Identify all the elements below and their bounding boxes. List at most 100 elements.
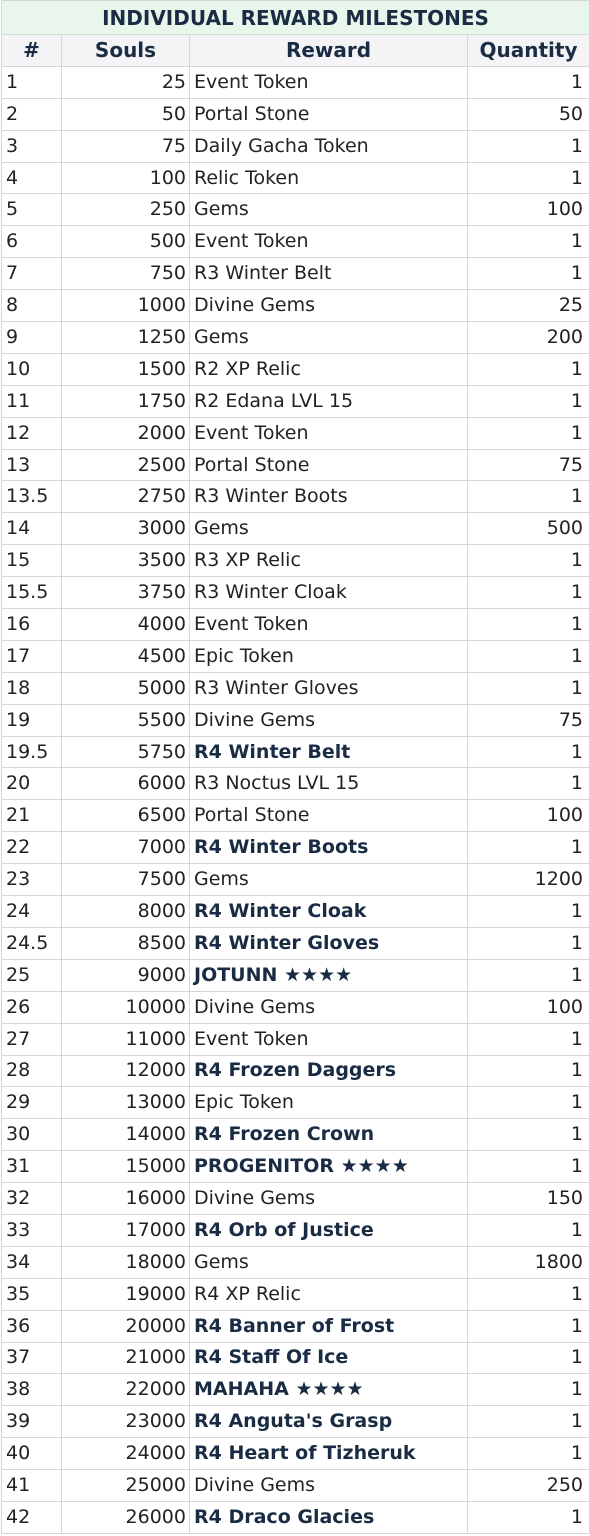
milestone-number: 3 bbox=[1, 129, 62, 163]
souls-value: 9000 bbox=[61, 958, 190, 992]
quantity-value: 1 bbox=[466, 735, 590, 769]
souls-value: 4500 bbox=[61, 639, 190, 673]
quantity-value: 1 bbox=[466, 639, 590, 673]
reward-name: Divine Gems bbox=[189, 990, 468, 1024]
reward-name: Divine Gems bbox=[189, 1469, 468, 1502]
souls-value: 250 bbox=[61, 193, 190, 227]
reward-name: R4 Winter Belt bbox=[189, 735, 468, 769]
column-header-quantity: Quantity bbox=[466, 34, 590, 67]
table-row: 18 5000 R3 Winter Gloves 1 bbox=[1, 671, 590, 705]
reward-name: R4 Winter Gloves bbox=[189, 926, 468, 960]
souls-value: 19000 bbox=[61, 1277, 190, 1311]
table-row: 15.5 3750 R3 Winter Cloak 1 bbox=[1, 576, 590, 610]
reward-name: Gems bbox=[189, 321, 468, 354]
quantity-value: 1 bbox=[466, 1150, 590, 1184]
table-body: 1 25 Event Token 1 2 50 Portal Stone 50 3 75 Daily… bbox=[1, 65, 590, 1534]
quantity-value: 100 bbox=[466, 193, 590, 227]
souls-value: 5500 bbox=[61, 703, 190, 737]
table-row: 13.5 2750 R3 Winter Boots 1 bbox=[1, 480, 590, 514]
reward-name: R4 Winter Boots bbox=[189, 831, 468, 865]
quantity-value: 1 bbox=[466, 384, 590, 418]
milestone-number: 19 bbox=[1, 703, 62, 737]
reward-name: Gems bbox=[189, 193, 468, 227]
table-row: 23 7500 Gems 1200 bbox=[1, 863, 590, 897]
quantity-value: 1 bbox=[466, 225, 590, 259]
table-row: 16 4000 Event Token 1 bbox=[1, 608, 590, 641]
table-row: 31 15000 PROGENITOR ★★★★ 1 bbox=[1, 1150, 590, 1184]
table-row: 37 21000 R4 Staff Of Ice 1 bbox=[1, 1341, 590, 1375]
milestone-number: 8 bbox=[1, 289, 62, 323]
milestone-number: 21 bbox=[1, 799, 62, 833]
souls-value: 3000 bbox=[61, 512, 190, 546]
milestone-number: 14 bbox=[1, 512, 62, 546]
quantity-value: 1 bbox=[466, 480, 590, 514]
reward-name: Event Token bbox=[189, 225, 468, 259]
reward-name: Epic Token bbox=[189, 639, 468, 673]
quantity-value: 50 bbox=[466, 97, 590, 131]
table-row: 6 500 Event Token 1 bbox=[1, 225, 590, 259]
table-row: 34 18000 Gems 1800 bbox=[1, 1245, 590, 1279]
quantity-value: 1 bbox=[466, 1213, 590, 1247]
reward-name: R4 Heart of Tizheruk bbox=[189, 1437, 468, 1471]
quantity-value: 1 bbox=[466, 1118, 590, 1152]
quantity-value: 1 bbox=[466, 767, 590, 801]
quantity-value: 1 bbox=[466, 129, 590, 163]
souls-value: 2500 bbox=[61, 448, 190, 482]
reward-name: R3 Winter Gloves bbox=[189, 671, 468, 705]
souls-value: 10000 bbox=[61, 990, 190, 1024]
quantity-value: 1 bbox=[466, 352, 590, 386]
table-title: INDIVIDUAL REWARD MILESTONES bbox=[0, 0, 590, 35]
quantity-value: 1 bbox=[466, 65, 590, 99]
quantity-value: 75 bbox=[466, 703, 590, 737]
quantity-value: 200 bbox=[466, 321, 590, 354]
milestone-number: 5 bbox=[1, 193, 62, 227]
reward-name: Portal Stone bbox=[189, 97, 468, 131]
quantity-value: 100 bbox=[466, 990, 590, 1024]
souls-value: 1500 bbox=[61, 352, 190, 386]
table-row: 35 19000 R4 XP Relic 1 bbox=[1, 1277, 590, 1311]
reward-name: JOTUNN ★★★★ bbox=[189, 958, 468, 992]
milestone-number: 26 bbox=[1, 990, 62, 1024]
milestone-number: 38 bbox=[1, 1373, 62, 1407]
souls-value: 12000 bbox=[61, 1054, 190, 1088]
souls-value: 25 bbox=[61, 65, 190, 99]
quantity-value: 250 bbox=[466, 1469, 590, 1502]
reward-name: R3 Winter Cloak bbox=[189, 576, 468, 610]
column-header-reward: Reward bbox=[189, 34, 468, 67]
table-row: 21 6500 Portal Stone 100 bbox=[1, 799, 590, 833]
quantity-value: 1 bbox=[466, 671, 590, 705]
milestone-number: 25 bbox=[1, 958, 62, 992]
quantity-value: 1 bbox=[466, 576, 590, 610]
souls-value: 16000 bbox=[61, 1182, 190, 1215]
milestone-number: 15 bbox=[1, 544, 62, 578]
souls-value: 7000 bbox=[61, 831, 190, 865]
souls-value: 1000 bbox=[61, 289, 190, 323]
table-row: 1 25 Event Token 1 bbox=[1, 65, 590, 99]
quantity-value: 1 bbox=[466, 1500, 590, 1534]
milestone-number: 10 bbox=[1, 352, 62, 386]
milestone-number: 9 bbox=[1, 321, 62, 354]
reward-name: R3 Noctus LVL 15 bbox=[189, 767, 468, 801]
souls-value: 11000 bbox=[61, 1022, 190, 1056]
quantity-value: 25 bbox=[466, 289, 590, 323]
table-row: 3 75 Daily Gacha Token 1 bbox=[1, 129, 590, 163]
milestone-number: 31 bbox=[1, 1150, 62, 1184]
table-row: 17 4500 Epic Token 1 bbox=[1, 639, 590, 673]
quantity-value: 1 bbox=[466, 1341, 590, 1375]
reward-name: R3 Winter Boots bbox=[189, 480, 468, 514]
table-row: 9 1250 Gems 200 bbox=[1, 321, 590, 354]
table-row: 39 23000 R4 Anguta's Grasp 1 bbox=[1, 1405, 590, 1439]
souls-value: 22000 bbox=[61, 1373, 190, 1407]
quantity-value: 1 bbox=[466, 958, 590, 992]
table-row: 30 14000 R4 Frozen Crown 1 bbox=[1, 1118, 590, 1152]
reward-name: Daily Gacha Token bbox=[189, 129, 468, 163]
reward-name: R4 Banner of Frost bbox=[189, 1309, 468, 1343]
quantity-value: 1 bbox=[466, 1022, 590, 1056]
quantity-value: 1 bbox=[466, 544, 590, 578]
milestone-number: 30 bbox=[1, 1118, 62, 1152]
table-row: 24.5 8500 R4 Winter Gloves 1 bbox=[1, 926, 590, 960]
reward-name: R3 Winter Belt bbox=[189, 257, 468, 291]
milestone-number: 37 bbox=[1, 1341, 62, 1375]
reward-name: Gems bbox=[189, 1245, 468, 1279]
